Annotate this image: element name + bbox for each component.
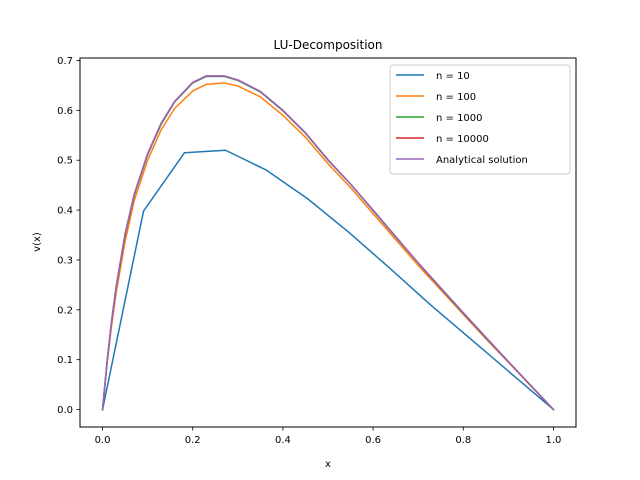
y-tick-label: 0.3 [57, 255, 73, 266]
y-axis-label: v(x) [32, 232, 43, 252]
y-tick-label: 0.7 [57, 56, 73, 67]
series-line-4 [101, 75, 555, 411]
legend-label-4: Analytical solution [436, 155, 528, 166]
legend: n = 10 n = 100 n = 1000 n = 10000 Analytical… [389, 64, 571, 175]
x-tick-label: 0.0 [95, 435, 111, 446]
x-tick-label: 1.0 [546, 435, 562, 446]
x-axis-label: x [325, 459, 331, 470]
x-tick-label: 0.8 [455, 435, 471, 446]
x-axis-ticks: 0.0 0.2 0.4 0.6 0.8 1.0 [95, 427, 562, 446]
legend-label-0: n = 10 [436, 71, 470, 82]
x-tick-label: 0.6 [365, 435, 381, 446]
chart-title: LU-Decomposition [274, 38, 383, 52]
legend-label-2: n = 1000 [436, 113, 483, 124]
y-tick-label: 0.2 [57, 305, 73, 316]
y-axis-ticks: 0.0 0.1 0.2 0.3 0.4 0.5 0.6 0.7 [57, 56, 80, 416]
y-tick-label: 0.6 [57, 106, 73, 117]
x-tick-label: 0.2 [185, 435, 201, 446]
y-tick-label: 0.5 [57, 156, 73, 167]
y-tick-label: 0.0 [57, 405, 73, 416]
plot-frame [79, 57, 577, 428]
series-layer [101, 75, 555, 411]
y-tick-label: 0.4 [57, 206, 73, 217]
series-line-1 [101, 82, 555, 411]
x-tick-label: 0.4 [275, 435, 291, 446]
legend-label-1: n = 100 [436, 92, 476, 103]
legend-box [389, 64, 571, 175]
legend-label-3: n = 10000 [436, 134, 489, 145]
y-tick-label: 0.1 [57, 355, 73, 366]
series-line-0 [101, 149, 555, 411]
